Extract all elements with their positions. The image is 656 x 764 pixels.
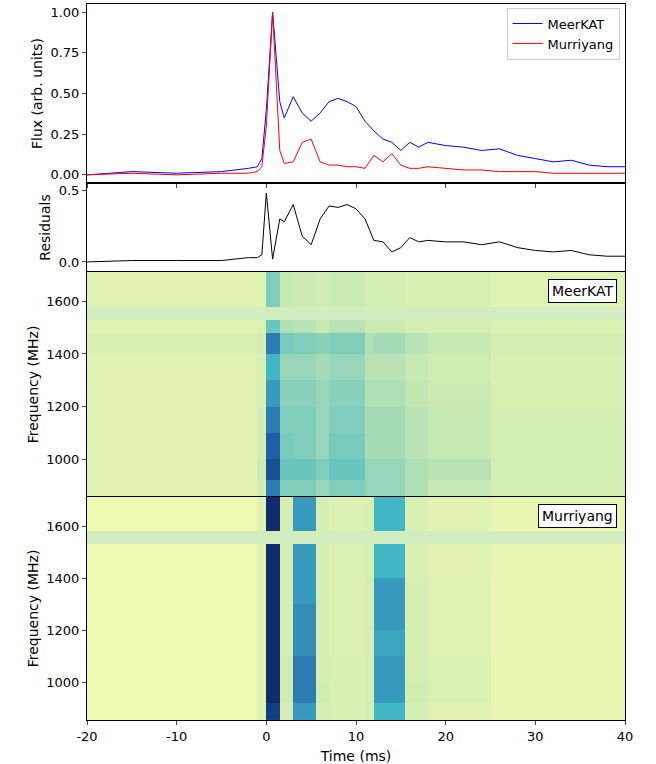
svg-text:1400: 1400 bbox=[46, 571, 79, 586]
svg-text:Time (ms): Time (ms) bbox=[320, 748, 392, 764]
svg-text:-10: -10 bbox=[166, 729, 187, 744]
svg-text:10: 10 bbox=[348, 729, 365, 744]
svg-text:Flux (arb. units): Flux (arb. units) bbox=[29, 38, 45, 149]
svg-text:0: 0 bbox=[262, 729, 270, 744]
svg-text:1000: 1000 bbox=[46, 452, 79, 467]
svg-text:0.0: 0.0 bbox=[59, 255, 80, 270]
svg-text:1200: 1200 bbox=[46, 623, 79, 638]
svg-text:0.50: 0.50 bbox=[50, 86, 79, 101]
svg-text:Murriyang: Murriyang bbox=[548, 37, 614, 52]
svg-text:0.25: 0.25 bbox=[50, 127, 79, 142]
svg-text:0.5: 0.5 bbox=[59, 183, 80, 198]
svg-text:-20: -20 bbox=[76, 729, 97, 744]
svg-text:1400: 1400 bbox=[46, 347, 79, 362]
svg-text:1000: 1000 bbox=[46, 675, 79, 690]
svg-text:1.00: 1.00 bbox=[50, 5, 79, 20]
svg-text:1600: 1600 bbox=[46, 294, 79, 309]
svg-text:MeerKAT: MeerKAT bbox=[548, 17, 605, 32]
svg-text:0.75: 0.75 bbox=[50, 45, 79, 60]
svg-text:1600: 1600 bbox=[46, 519, 79, 534]
svg-text:30: 30 bbox=[527, 729, 544, 744]
svg-text:MeerKAT: MeerKAT bbox=[552, 283, 613, 299]
svg-text:Frequency (MHz): Frequency (MHz) bbox=[25, 326, 41, 444]
svg-text:Murriyang: Murriyang bbox=[542, 508, 613, 524]
svg-text:Residuals: Residuals bbox=[37, 194, 53, 260]
svg-text:Frequency (MHz): Frequency (MHz) bbox=[25, 550, 41, 668]
svg-text:1200: 1200 bbox=[46, 399, 79, 414]
svg-text:0.00: 0.00 bbox=[50, 167, 79, 182]
svg-text:20: 20 bbox=[437, 729, 454, 744]
svg-text:40: 40 bbox=[617, 729, 634, 744]
